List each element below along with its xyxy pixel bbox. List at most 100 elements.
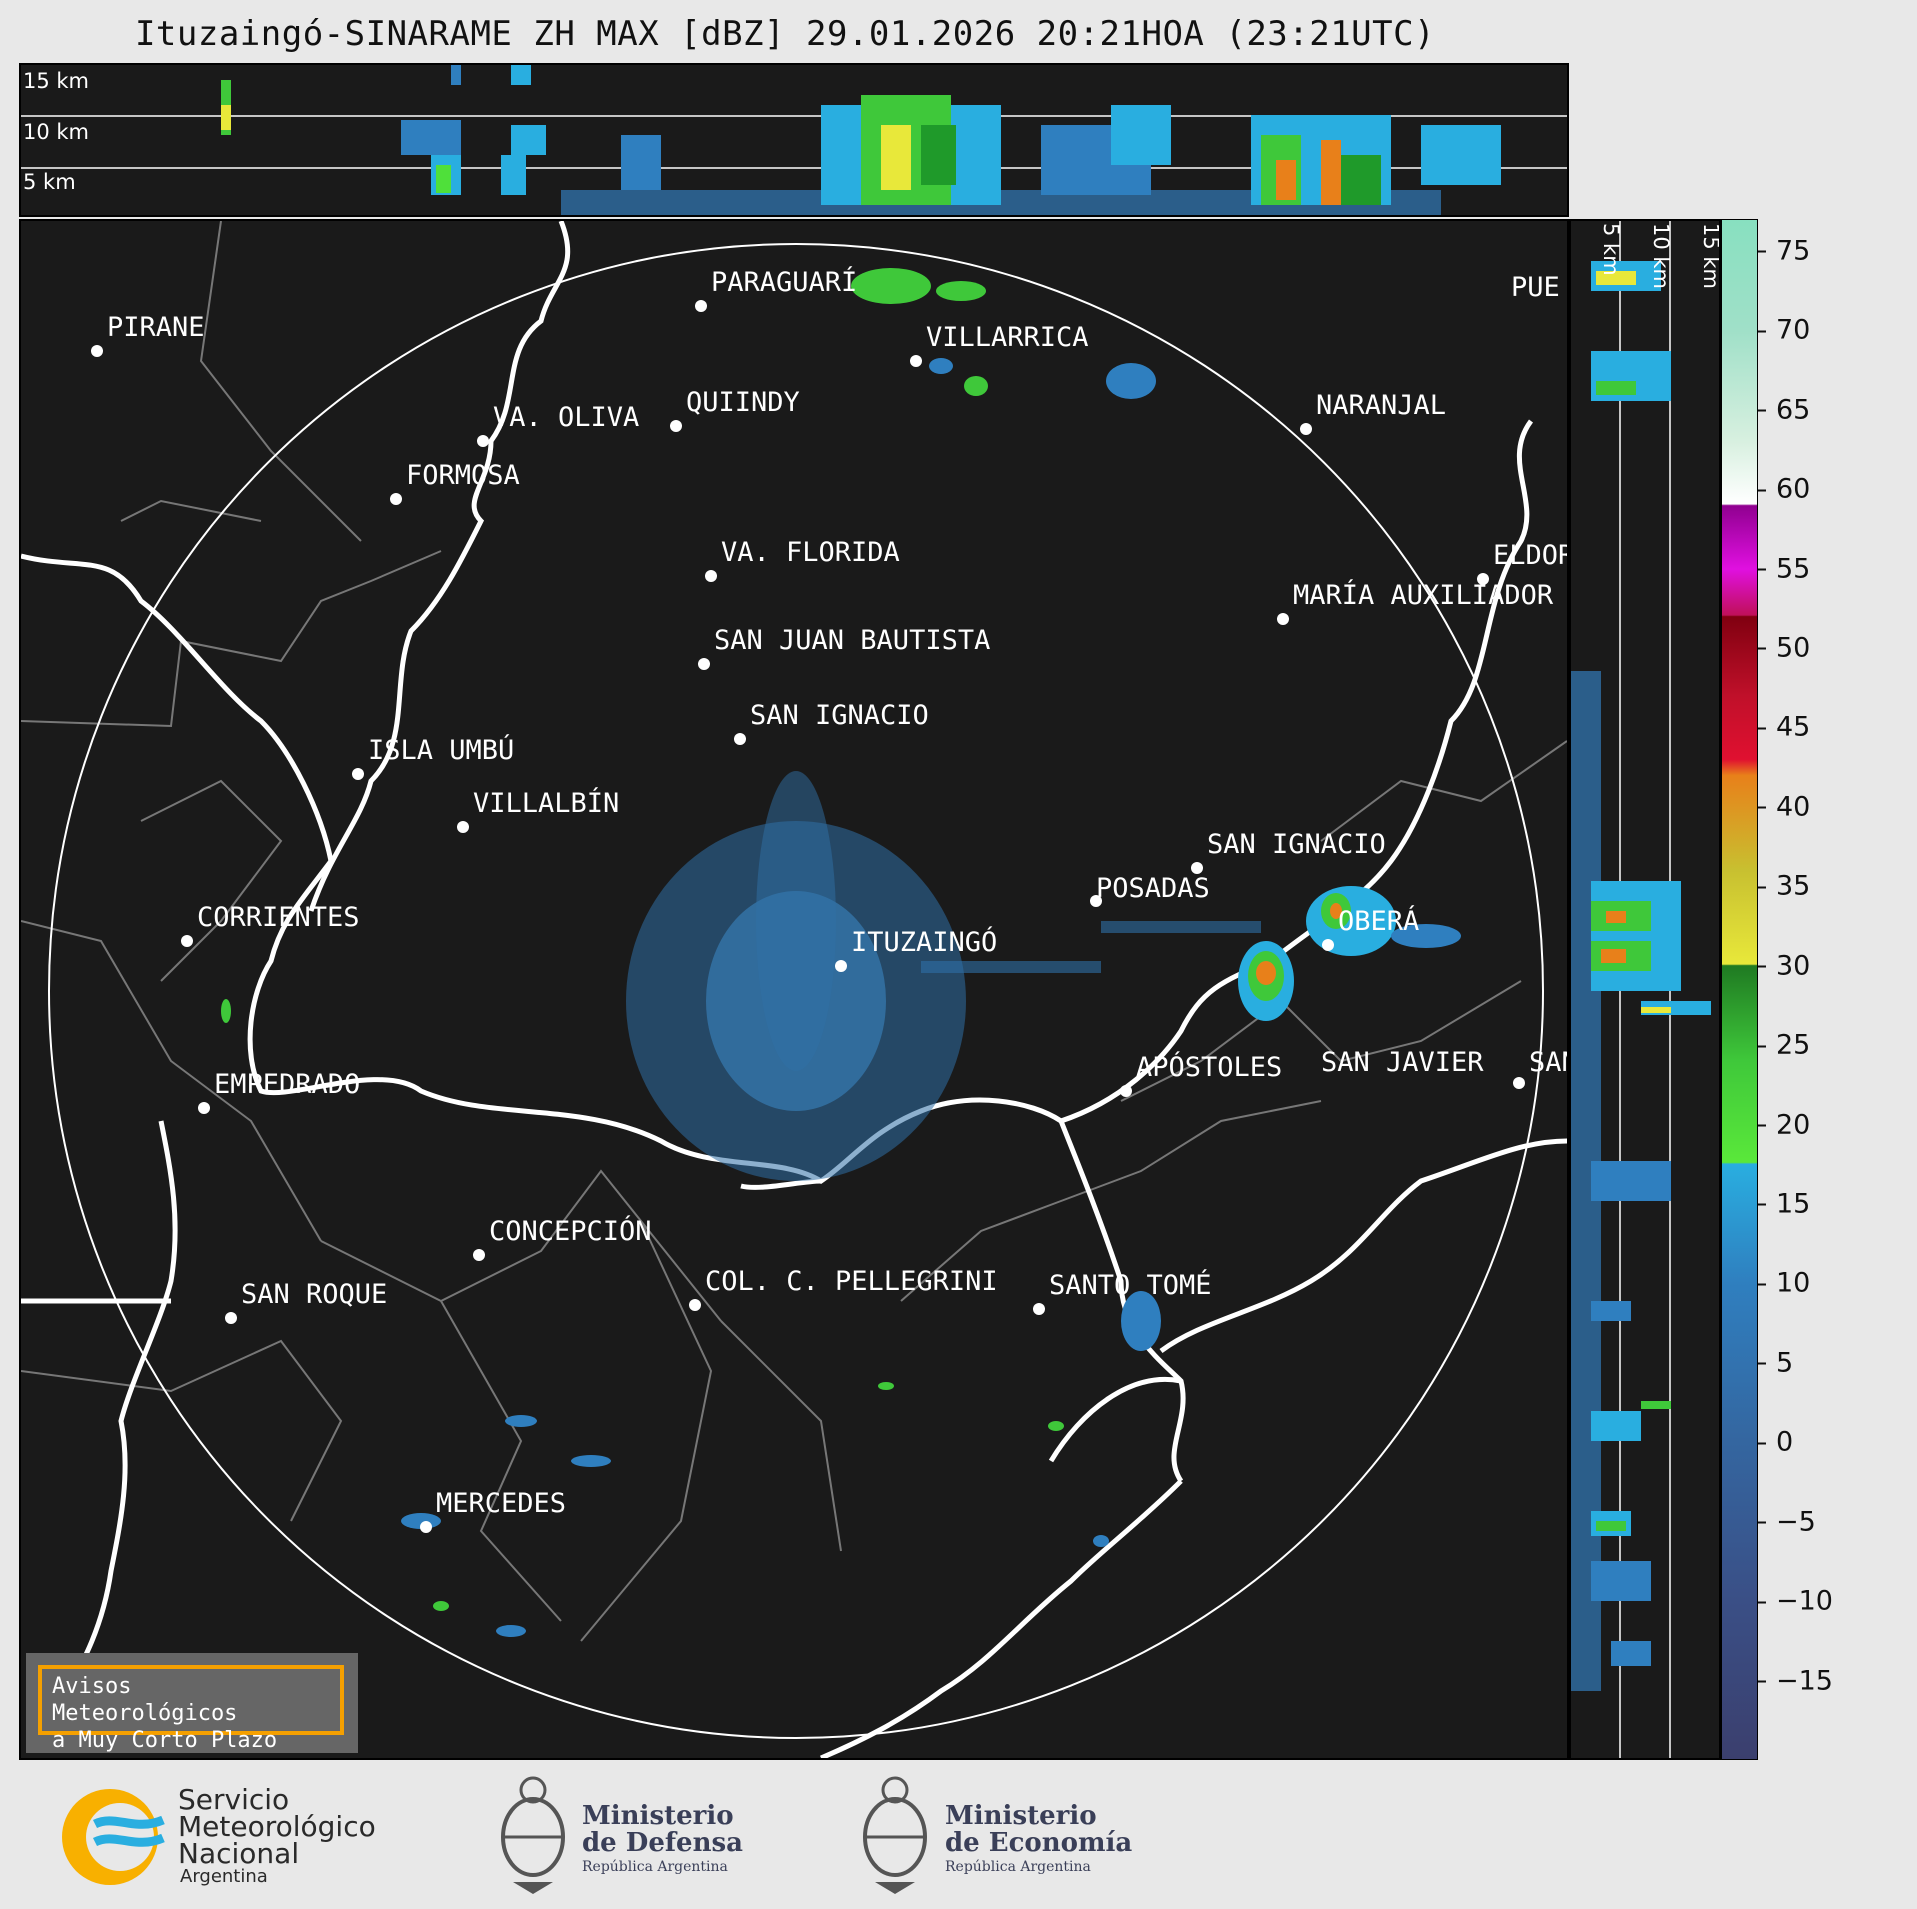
city-va-oliva: VA. OLIVA: [477, 402, 639, 447]
side-strip-echoes: [1571, 261, 1711, 1691]
svg-text:EMPEDRADO: EMPEDRADO: [214, 1069, 360, 1100]
side-height-label-5km: 5 km: [1599, 223, 1623, 276]
svg-text:COL. C. PELLEGRINI: COL. C. PELLEGRINI: [705, 1266, 998, 1297]
svg-text:VILLARRICA: VILLARRICA: [926, 322, 1089, 353]
svg-text:OBERÁ: OBERÁ: [1338, 905, 1419, 937]
city-eldor: ELDOR: [1477, 540, 1567, 585]
colorbar-tick-label: 25: [1758, 1030, 1810, 1061]
svg-text:POSADAS: POSADAS: [1096, 873, 1210, 904]
colorbar-tick-label: 70: [1758, 315, 1810, 346]
economia-line-1: Ministerio: [945, 1801, 1097, 1831]
colorbar-tick-label: 30: [1758, 950, 1810, 981]
colorbar: [1721, 219, 1758, 1760]
radar-map: PARAGUARÍ VILLARRICA PIRANE VA. OLIVA QU…: [19, 219, 1569, 1760]
smn-line-3: Nacional: [178, 1837, 300, 1870]
city-paraguari: PARAGUARÍ: [695, 266, 857, 312]
city-pue: PUE: [1511, 272, 1560, 303]
colorbar-tick-label: 10: [1758, 1268, 1810, 1299]
coat-of-arms-icon: [501, 1776, 565, 1894]
colorbar-tick-label: −5: [1758, 1506, 1816, 1537]
height-label-15km: 15 km: [23, 69, 90, 93]
svg-text:MARÍA AUXILIADOR: MARÍA AUXILIADOR: [1293, 579, 1554, 611]
svg-text:FORMOSA: FORMOSA: [406, 460, 520, 491]
city-maria-auxiliadora: MARÍA AUXILIADOR: [1277, 579, 1554, 625]
colorbar-tick-label: −15: [1758, 1665, 1833, 1696]
height-label-5km: 5 km: [23, 170, 76, 194]
city-col-c-pellegrini: COL. C. PELLEGRINI: [689, 1266, 998, 1311]
svg-text:QUIINDY: QUIINDY: [686, 387, 800, 418]
city-quiindy: QUIINDY: [670, 387, 800, 432]
svg-text:SAN JAVIER: SAN JAVIER: [1321, 1047, 1484, 1078]
colorbar-tick-label: 75: [1758, 235, 1810, 266]
province-borders: [21, 221, 1567, 1642]
side-height-label-15km: 15 km: [1699, 223, 1721, 290]
svg-text:SAN IGNACIO: SAN IGNACIO: [750, 700, 929, 731]
smn-line-4: Argentina: [180, 1866, 268, 1887]
svg-text:VA. OLIVA: VA. OLIVA: [493, 402, 639, 433]
city-villalbin: VILLALBÍN: [457, 787, 619, 833]
city-santo-tome: SANTO TOMÉ: [1033, 1269, 1212, 1315]
height-label-10km: 10 km: [23, 120, 90, 144]
city-apostoles: APÓSTOLES: [1120, 1051, 1282, 1097]
city-corrientes: CORRIENTES: [181, 902, 360, 947]
city-villarrica: VILLARRICA: [910, 322, 1089, 367]
city-san-roque: SAN ROQUE: [225, 1279, 387, 1324]
city-obera: OBERÁ: [1322, 905, 1419, 951]
city-isla-umbu: ISLA UMBÚ: [352, 734, 514, 780]
defensa-line-1: Ministerio: [582, 1801, 734, 1831]
defensa-line-2: de Defensa: [582, 1828, 743, 1858]
svg-text:MERCEDES: MERCEDES: [436, 1488, 566, 1519]
warning-line-2: a Muy Corto Plazo: [52, 1728, 278, 1753]
economia-line-2: de Economía: [945, 1828, 1133, 1858]
city-naranjal: NARANJAL: [1300, 390, 1446, 435]
economia-line-3: República Argentina: [945, 1859, 1091, 1875]
colorbar-tick-label: −10: [1758, 1586, 1833, 1617]
colorbar-tick-label: 50: [1758, 632, 1810, 663]
colorbar-tick-label: 35: [1758, 871, 1810, 902]
svg-text:ITUZAINGÓ: ITUZAINGÓ: [851, 926, 997, 958]
svg-text:SAN ROQUE: SAN ROQUE: [241, 1279, 387, 1310]
warning-box[interactable]: Avisos Meteorológicos a Muy Corto Plazo: [26, 1653, 358, 1753]
colorbar-tick-label: 20: [1758, 1109, 1810, 1140]
city-va-florida: VA. FLORIDA: [705, 537, 900, 582]
colorbar-tick-label: 55: [1758, 553, 1810, 584]
svg-text:PUE: PUE: [1511, 272, 1560, 303]
svg-text:SAN JUAN BAUTISTA: SAN JUAN BAUTISTA: [714, 625, 990, 656]
country-borders: [21, 221, 1567, 1758]
svg-text:APÓSTOLES: APÓSTOLES: [1136, 1051, 1282, 1083]
smn-line-1: Servicio: [178, 1783, 290, 1816]
svg-text:SANTO TOMÉ: SANTO TOMÉ: [1049, 1269, 1212, 1301]
city-san-juan-bautista: SAN JUAN BAUTISTA: [698, 625, 990, 670]
svg-text:VA. FLORIDA: VA. FLORIDA: [721, 537, 900, 568]
smn-line-2: Meteorológico: [178, 1810, 376, 1843]
colorbar-tick-label: 40: [1758, 791, 1810, 822]
city-formosa: FORMOSA: [390, 460, 520, 505]
colorbar-tick-label: 5: [1758, 1347, 1793, 1378]
svg-text:VILLALBÍN: VILLALBÍN: [473, 787, 619, 819]
city-san-ignacio-ar: SAN IGNACIO: [1191, 829, 1386, 874]
city-san-east: SAN: [1513, 1047, 1567, 1089]
city-concepcion: CONCEPCIÓN: [473, 1215, 652, 1261]
city-san-ignacio-py: SAN IGNACIO: [734, 700, 929, 745]
colorbar-tick-label: 0: [1758, 1427, 1793, 1458]
svg-text:NARANJAL: NARANJAL: [1316, 390, 1446, 421]
top-strip-echoes: [221, 65, 1501, 215]
map-title: Ituzaingó-SINARAME ZH MAX [dBZ] 29.01.20…: [134, 14, 1436, 54]
top-cross-section: 15 km 10 km 5 km: [19, 63, 1569, 217]
svg-text:ELDOR: ELDOR: [1493, 540, 1567, 571]
colorbar-tick-label: 45: [1758, 712, 1810, 743]
city-posadas: POSADAS: [1090, 873, 1210, 907]
svg-text:ISLA UMBÚ: ISLA UMBÚ: [368, 734, 514, 766]
storm-cells: [221, 268, 1461, 1637]
svg-text:CONCEPCIÓN: CONCEPCIÓN: [489, 1215, 652, 1247]
colorbar-tick-label: 65: [1758, 394, 1810, 425]
defensa-line-3: República Argentina: [582, 1859, 728, 1875]
coat-of-arms-icon-2: [863, 1776, 927, 1894]
side-height-label-10km: 10 km: [1649, 223, 1673, 290]
smn-logo-icon: [62, 1789, 165, 1885]
city-empedrado: EMPEDRADO: [198, 1069, 360, 1114]
svg-text:PARAGUARÍ: PARAGUARÍ: [711, 266, 857, 298]
city-ituzaingo: ITUZAINGÓ: [835, 926, 997, 972]
svg-text:SAN: SAN: [1529, 1047, 1567, 1078]
city-mercedes: MERCEDES: [420, 1488, 566, 1533]
